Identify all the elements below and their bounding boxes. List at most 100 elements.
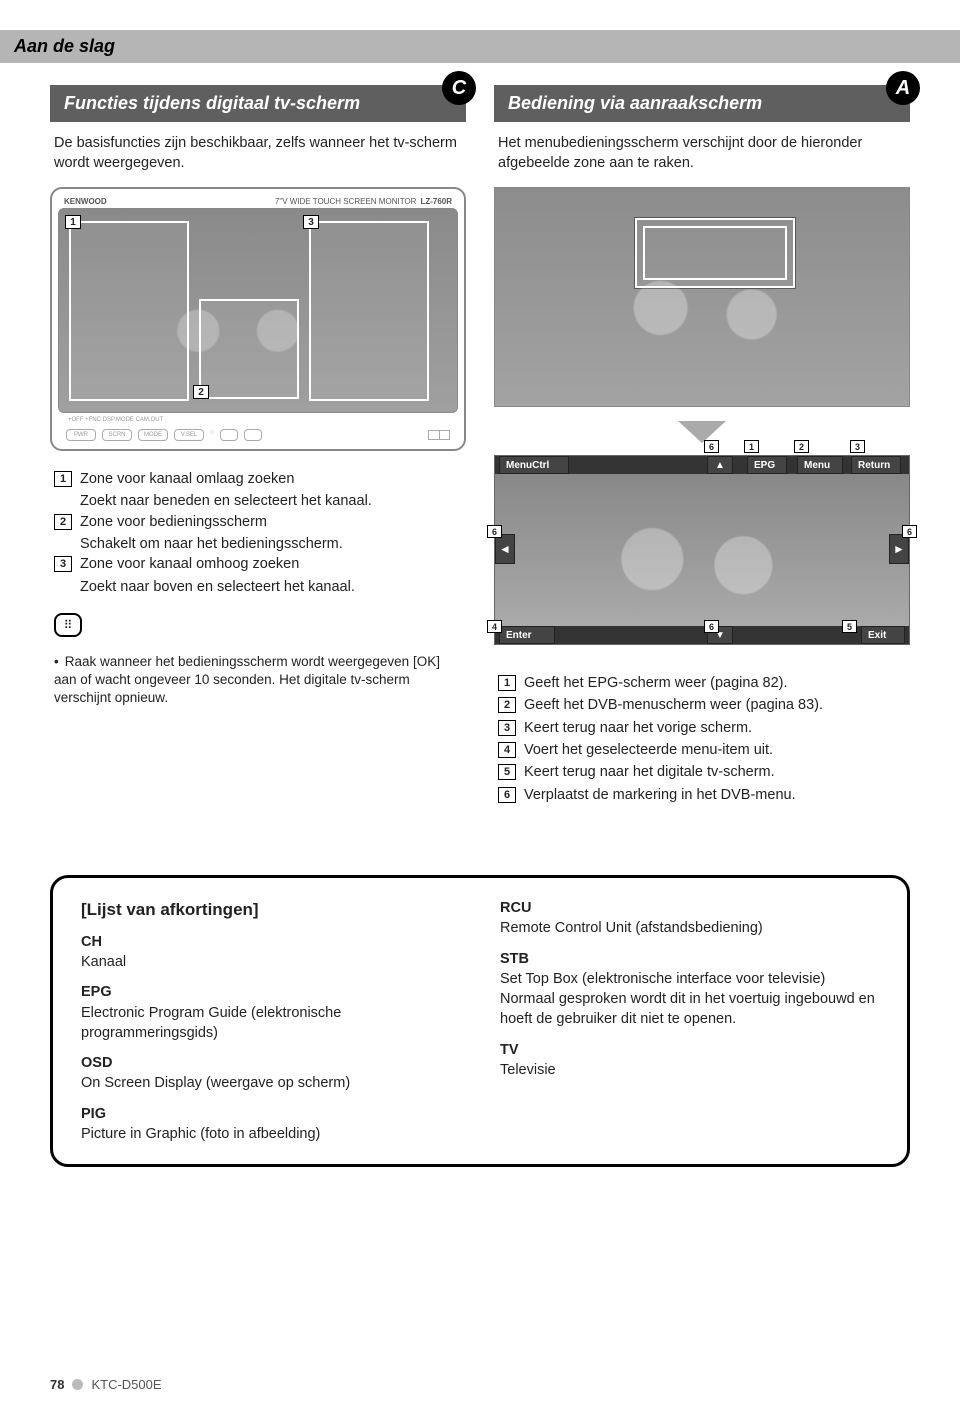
menu-photo <box>495 474 909 626</box>
tv-model-desc: 7"V WIDE TOUCH SCREEN MONITOR <box>275 197 417 206</box>
tv-screen: 1 2 3 <box>58 208 458 413</box>
abbrev-right: RCU Remote Control Unit (afstandsbedieni… <box>500 898 879 1144</box>
right-column: Bediening via aanraakscherm A Het menube… <box>494 85 910 815</box>
r-item-4: Voert het geselecteerde menu-item uit. <box>524 740 773 760</box>
item-1-desc: Zoekt naar beneden en selecteert het kan… <box>80 491 462 511</box>
sq-r4: 4 <box>498 742 516 758</box>
zone-2-num: 2 <box>193 385 209 399</box>
sq-r3: 3 <box>498 720 516 736</box>
left-title: Functies tijdens digitaal tv-scherm <box>64 93 360 113</box>
btn-right[interactable]: ► <box>889 534 909 564</box>
tv-frame: KENWOOD 7"V WIDE TOUCH SCREEN MONITOR LZ… <box>50 187 466 451</box>
tv-btn-vsel[interactable]: V.SEL <box>174 429 204 441</box>
r-item-6: Verplaatst de markering in het DVB-menu. <box>524 785 796 805</box>
footer-dot-icon <box>72 1379 83 1390</box>
item-3-title: Zone voor kanaal omhoog zoeken <box>80 554 299 574</box>
list-item: 1Geeft het EPG-scherm weer (pagina 82). <box>498 673 906 693</box>
sq-2: 2 <box>54 514 72 530</box>
term-rcu: RCU <box>500 898 879 918</box>
def-osd: On Screen Display (weergave op scherm) <box>81 1073 460 1093</box>
tv-btn-mode[interactable]: MODE <box>138 429 168 441</box>
callout-6a: 6 <box>704 440 719 453</box>
zone-1[interactable] <box>69 221 189 401</box>
left-column: Functies tijdens digitaal tv-scherm C De… <box>50 85 466 815</box>
right-title-bar: Bediening via aanraakscherm A <box>494 85 910 122</box>
sq-r5: 5 <box>498 764 516 780</box>
def-ch: Kanaal <box>81 952 460 972</box>
def-stb: Set Top Box (elektronische interface voo… <box>500 969 879 1030</box>
item-3-desc: Zoekt naar boven en selecteert het kanaa… <box>80 577 462 597</box>
note-text: •Raak wanneer het bedieningsscherm wordt… <box>54 653 462 708</box>
badge-a: A <box>886 71 920 105</box>
list-item: 2 Geeft het DVB-menuscherm weer (pagina 8… <box>498 695 906 715</box>
def-pig: Picture in Graphic (foto in afbeelding) <box>81 1124 460 1144</box>
footer-model: KTC-D500E <box>91 1377 161 1392</box>
tv-btn-scrn[interactable]: SCRN <box>102 429 132 441</box>
callout-6d: 6 <box>704 620 719 633</box>
page-number: 78 <box>50 1377 64 1392</box>
btn-epg[interactable]: EPG <box>747 456 787 474</box>
zone-3[interactable] <box>309 221 429 401</box>
zone-1-num: 1 <box>65 215 81 229</box>
left-numbered-list: 1 Zone voor kanaal omlaag zoeken Zoekt na… <box>54 469 462 597</box>
tv-header: KENWOOD 7"V WIDE TOUCH SCREEN MONITOR LZ… <box>58 195 458 208</box>
btn-menu[interactable]: Menu <box>797 456 843 474</box>
main-columns: Functies tijdens digitaal tv-scherm C De… <box>50 85 910 815</box>
def-rcu: Remote Control Unit (afstandsbediening) <box>500 918 879 938</box>
sq-r6: 6 <box>498 787 516 803</box>
abbrev-left: [Lijst van afkortingen] CH Kanaal EPG El… <box>81 898 460 1144</box>
btn-exit[interactable]: Exit <box>861 626 905 644</box>
callout-5: 5 <box>842 620 857 633</box>
tv-top-labels: +OFF +FNC DSP.MODE CAM.OUT <box>58 413 458 423</box>
callout-3: 3 <box>850 440 865 453</box>
def-tv: Televisie <box>500 1060 879 1080</box>
page-header: Aan de slag <box>0 30 960 63</box>
btn-up[interactable]: ▲ <box>707 456 733 474</box>
tv-btn-pwr[interactable]: PWR <box>66 429 96 441</box>
touch-zone-outer[interactable] <box>635 218 795 288</box>
list-item: 2Zone voor bedieningsscherm <box>54 512 462 532</box>
left-lead: De basisfuncties zijn beschikbaar, zelfs… <box>54 134 462 173</box>
callout-6c: 6 <box>902 525 917 538</box>
callout-1: 1 <box>744 440 759 453</box>
right-title: Bediening via aanraakscherm <box>508 93 762 113</box>
callout-4: 4 <box>487 620 502 633</box>
callout-6b: 6 <box>487 525 502 538</box>
term-pig: PIG <box>81 1104 460 1124</box>
note-row: ⠿ <box>54 613 462 637</box>
list-item: 4 Voert het geselecteerde menu-item uit. <box>498 740 906 760</box>
note-icon: ⠿ <box>54 613 82 637</box>
list-item: 3Keert terug naar het vorige scherm. <box>498 718 906 738</box>
sq-1: 1 <box>54 471 72 487</box>
btn-enter[interactable]: Enter <box>499 626 555 644</box>
zone-2[interactable] <box>199 299 299 399</box>
sq-r1: 1 <box>498 675 516 691</box>
term-ch: CH <box>81 932 460 952</box>
right-numbered-list: 1Geeft het EPG-scherm weer (pagina 82). … <box>498 673 906 805</box>
btn-menuctrl[interactable]: MenuCtrl <box>499 456 569 474</box>
tv-btn-5[interactable] <box>220 429 238 441</box>
term-osd: OSD <box>81 1053 460 1073</box>
term-tv: TV <box>500 1040 879 1060</box>
callout-2: 2 <box>794 440 809 453</box>
sq-3: 3 <box>54 556 72 572</box>
sq-r2: 2 <box>498 697 516 713</box>
term-epg: EPG <box>81 982 460 1002</box>
term-stb: STB <box>500 949 879 969</box>
tv-btn-6[interactable] <box>244 429 262 441</box>
zone-3-num: 3 <box>303 215 319 229</box>
tv-button-row: PWR SCRN MODE V.SEL ○ <box>58 423 458 443</box>
note-content: Raak wanneer het bedieningsscherm wordt … <box>54 654 440 705</box>
list-item: 5 Keert terug naar het digitale tv-scherm… <box>498 762 906 782</box>
def-epg: Electronic Program Guide (elektronische … <box>81 1003 460 1044</box>
btn-return[interactable]: Return <box>851 456 901 474</box>
item-2-desc: Schakelt om naar het bedieningsscherm. <box>80 534 462 554</box>
r-item-2: Geeft het DVB-menuscherm weer (pagina 83… <box>524 695 823 715</box>
item-1-title: Zone voor kanaal omlaag zoeken <box>80 469 294 489</box>
list-item: 1 Zone voor kanaal omlaag zoeken <box>54 469 462 489</box>
r-item-5: Keert terug naar het digitale tv-scherm. <box>524 762 775 782</box>
list-item: 6 Verplaatst de markering in het DVB-menu… <box>498 785 906 805</box>
btn-left[interactable]: ◄ <box>495 534 515 564</box>
touch-zone-inner <box>643 226 787 280</box>
touch-image <box>494 187 910 407</box>
